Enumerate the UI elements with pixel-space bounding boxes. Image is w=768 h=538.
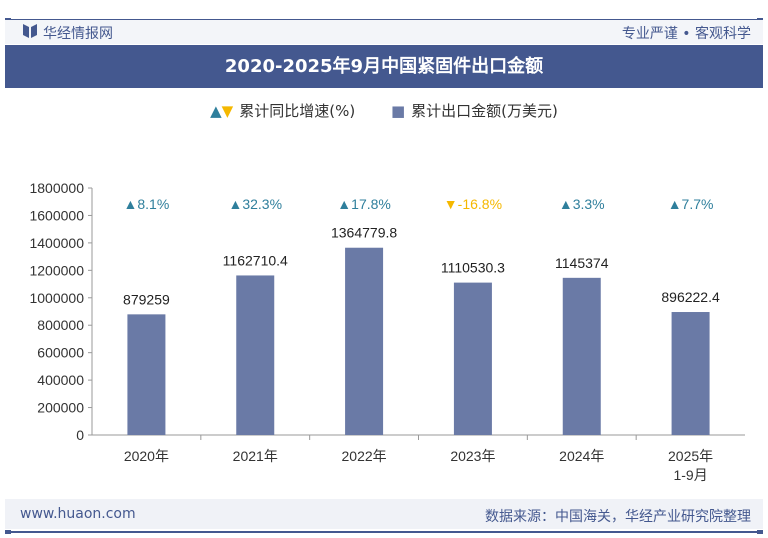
y-tick-label: 1600000 — [29, 207, 84, 223]
legend-triangle-icons: ▲▼ — [210, 102, 234, 120]
y-tick-label: 1400000 — [29, 235, 84, 251]
x-tick-label: 2022年 — [342, 448, 387, 464]
growth-label: ▲7.7% — [668, 196, 714, 212]
logo-icon — [23, 24, 37, 38]
slogan: 专业严谨 • 客观科学 — [621, 26, 751, 42]
chart-title: 2020-2025年9月中国紧固件出口金额 — [5, 45, 763, 88]
growth-label: ▲17.8% — [337, 196, 391, 212]
bar — [345, 247, 384, 435]
bar-value-label: 1162710.4 — [223, 252, 288, 268]
y-tick-label: 800000 — [37, 317, 84, 333]
brand-name: 华经情报网 — [43, 26, 113, 42]
y-tick-label: 1800000 — [29, 180, 84, 196]
bar — [453, 282, 492, 435]
legend-amount: 累计出口金额(万美元) — [411, 102, 558, 120]
legend-square-icon: ■ — [390, 102, 406, 120]
bar — [127, 314, 166, 435]
header: 华经情报网 专业严谨 • 客观科学 — [5, 20, 763, 44]
growth-label: ▲32.3% — [228, 196, 282, 212]
x-tick-label: 2023年 — [450, 448, 495, 464]
bar-value-label: 1145374 — [555, 255, 609, 271]
site-url: www.huaon.com — [20, 506, 136, 522]
bottom-rule — [5, 530, 763, 534]
y-tick-label: 200000 — [37, 400, 84, 416]
data-source: 数据来源：中国海关，华经产业研究院整理 — [485, 509, 751, 525]
bar-value-label: 879259 — [123, 291, 170, 307]
bar-value-label: 896222.4 — [661, 289, 720, 305]
x-tick-label: 1-9月 — [673, 467, 707, 483]
y-tick-label: 0 — [76, 427, 84, 443]
y-tick-label: 1200000 — [29, 262, 84, 278]
growth-label: ▲3.3% — [559, 196, 605, 212]
legend: ▲▼ 累计同比增速(%) ■ 累计出口金额(万美元) — [0, 100, 768, 121]
x-tick-label: 2024年 — [559, 448, 604, 464]
growth-label: ▲8.1% — [124, 196, 170, 212]
bar — [671, 312, 710, 435]
footer: www.huaon.com 数据来源：中国海关，华经产业研究院整理 — [5, 499, 763, 529]
legend-growth: 累计同比增速(%) — [239, 102, 356, 120]
growth-label: ▼-16.8% — [444, 196, 502, 212]
x-tick-label: 2025年 — [668, 448, 713, 464]
y-tick-label: 1000000 — [29, 290, 84, 306]
bar-value-label: 1110530.3 — [441, 260, 505, 276]
bar-value-label: 1364779.8 — [331, 225, 397, 241]
x-tick-label: 2021年 — [233, 448, 278, 464]
y-tick-label: 400000 — [37, 372, 84, 388]
x-tick-label: 2020年 — [124, 448, 169, 464]
y-tick-label: 600000 — [37, 345, 84, 361]
bar — [562, 277, 601, 435]
bar — [236, 275, 275, 435]
